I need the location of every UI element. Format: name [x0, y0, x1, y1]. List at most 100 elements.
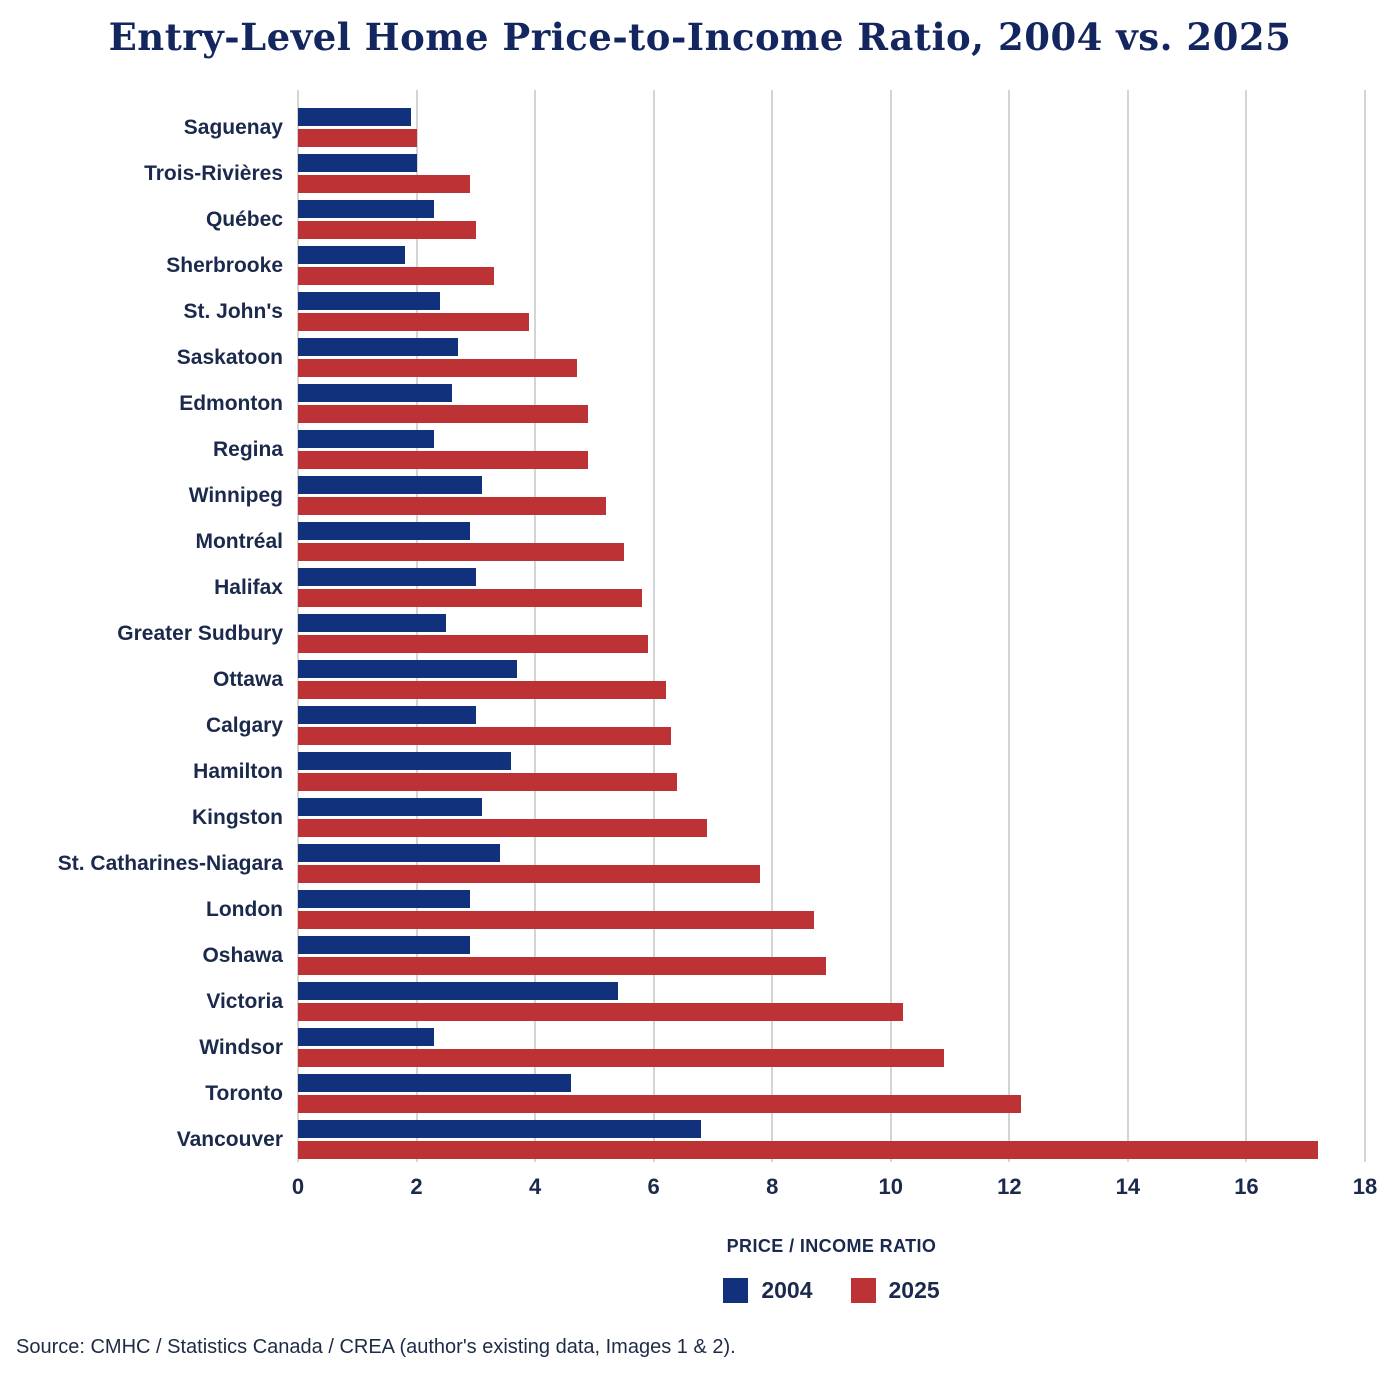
bar-2004	[298, 567, 476, 586]
gridline-14	[1126, 90, 1129, 1162]
category-label: London	[206, 897, 283, 921]
chart-row: Calgary	[0, 702, 1400, 748]
bar-2004	[298, 751, 512, 770]
bar-2004	[298, 383, 453, 402]
chart-row: Hamilton	[0, 748, 1400, 794]
category-label: Montréal	[195, 529, 283, 553]
bar-group	[298, 567, 1365, 607]
bar-2025	[298, 220, 476, 239]
bar-2004	[298, 429, 435, 448]
bar-group	[298, 245, 1365, 285]
chart-row: Vancouver	[0, 1116, 1400, 1162]
gridline-6	[652, 90, 655, 1162]
bar-group	[298, 107, 1365, 147]
category-label: Vancouver	[176, 1127, 283, 1151]
bar-2025	[298, 542, 625, 561]
bar-2025	[298, 1048, 945, 1067]
category-label: Saguenay	[183, 115, 283, 139]
chart-row: Montréal	[0, 518, 1400, 564]
bar-group	[298, 383, 1365, 423]
gridline-12	[1008, 90, 1011, 1162]
gridline-10	[889, 90, 892, 1162]
bar-group	[298, 337, 1365, 377]
x-tick-label: 14	[1115, 1174, 1141, 1199]
bar-2025	[298, 128, 417, 147]
bar-2004	[298, 1073, 571, 1092]
bar-2025	[298, 956, 826, 975]
bar-2004	[298, 935, 470, 954]
bar-2004	[298, 613, 447, 632]
category-label: Calgary	[205, 713, 283, 737]
chart-row: Edmonton	[0, 380, 1400, 426]
bar-group	[298, 889, 1365, 929]
bar-2025	[298, 1094, 1022, 1113]
x-tick-label: 12	[997, 1174, 1022, 1199]
chart-row: London	[0, 886, 1400, 932]
bar-group	[298, 659, 1365, 699]
bar-2025	[298, 312, 530, 331]
bar-group	[298, 475, 1365, 515]
x-tick-label: 8	[766, 1174, 779, 1199]
bar-2025	[298, 772, 678, 791]
bar-group	[298, 705, 1365, 745]
bar-2025	[298, 634, 648, 653]
chart-row: Sherbrooke	[0, 242, 1400, 288]
bar-2004	[298, 337, 459, 356]
category-label: St. John's	[183, 299, 283, 323]
x-tick-label: 10	[878, 1174, 904, 1199]
bar-2004	[298, 107, 411, 126]
category-label: Winnipeg	[188, 483, 283, 507]
chart-row: Saskatoon	[0, 334, 1400, 380]
bar-group	[298, 751, 1365, 791]
category-label: Québec	[205, 207, 283, 231]
category-label: Hamilton	[193, 759, 283, 783]
x-tick-label: 2	[410, 1174, 423, 1199]
bar-group	[298, 153, 1365, 193]
x-axis-title: PRICE / INCOME RATIO	[726, 1236, 937, 1256]
x-tick-label: 16	[1234, 1174, 1259, 1199]
plot-area: Saguenay Trois-Rivières Québec Sherbrooke St…	[0, 90, 1400, 1162]
category-label: Sherbrooke	[166, 253, 283, 277]
bar-group	[298, 199, 1365, 239]
category-label: St. Catharines-Niagara	[57, 851, 283, 875]
bar-2004	[298, 797, 482, 816]
category-label: Windsor	[199, 1035, 283, 1059]
legend-swatch-2004	[723, 1278, 749, 1303]
bar-2025	[298, 726, 672, 745]
bar-2025	[298, 266, 494, 285]
legend-swatch-2025	[850, 1278, 876, 1303]
chart-row: Saguenay	[0, 104, 1400, 150]
x-tick-label: 4	[528, 1174, 542, 1199]
bar-2004	[298, 1119, 702, 1138]
bar-group	[298, 797, 1365, 837]
chart-row: Victoria	[0, 978, 1400, 1024]
gridline-16	[1245, 90, 1248, 1162]
legend-label-2004: 2004	[761, 1277, 813, 1303]
gridline-18	[1364, 90, 1366, 1162]
bar-2004	[298, 659, 518, 678]
category-label: Trois-Rivières	[144, 161, 283, 185]
x-tick-label: 18	[1352, 1174, 1378, 1199]
bar-group	[298, 981, 1365, 1021]
bar-2025	[298, 174, 470, 193]
category-label: Kingston	[192, 805, 283, 829]
bar-2004	[298, 705, 476, 724]
bar-2004	[298, 1027, 435, 1046]
bar-2004	[298, 291, 441, 310]
category-label: Ottawa	[212, 667, 283, 691]
category-label: Saskatoon	[176, 345, 283, 369]
x-tick-label: 0	[291, 1174, 305, 1199]
bar-2004	[298, 843, 500, 862]
x-tick-label: 6	[647, 1174, 660, 1199]
chart-row: St. John's	[0, 288, 1400, 334]
category-label: Oshawa	[202, 943, 283, 967]
bar-group	[298, 1073, 1365, 1113]
bar-2025	[298, 680, 666, 699]
bar-group	[298, 843, 1365, 883]
legend-item-2025: 2025	[850, 1277, 940, 1304]
legend-item-2004: 2004	[723, 1277, 813, 1304]
chart-row: Toronto	[0, 1070, 1400, 1116]
chart-row: Regina	[0, 426, 1400, 472]
bar-group	[298, 1119, 1365, 1159]
chart-row: Kingston	[0, 794, 1400, 840]
